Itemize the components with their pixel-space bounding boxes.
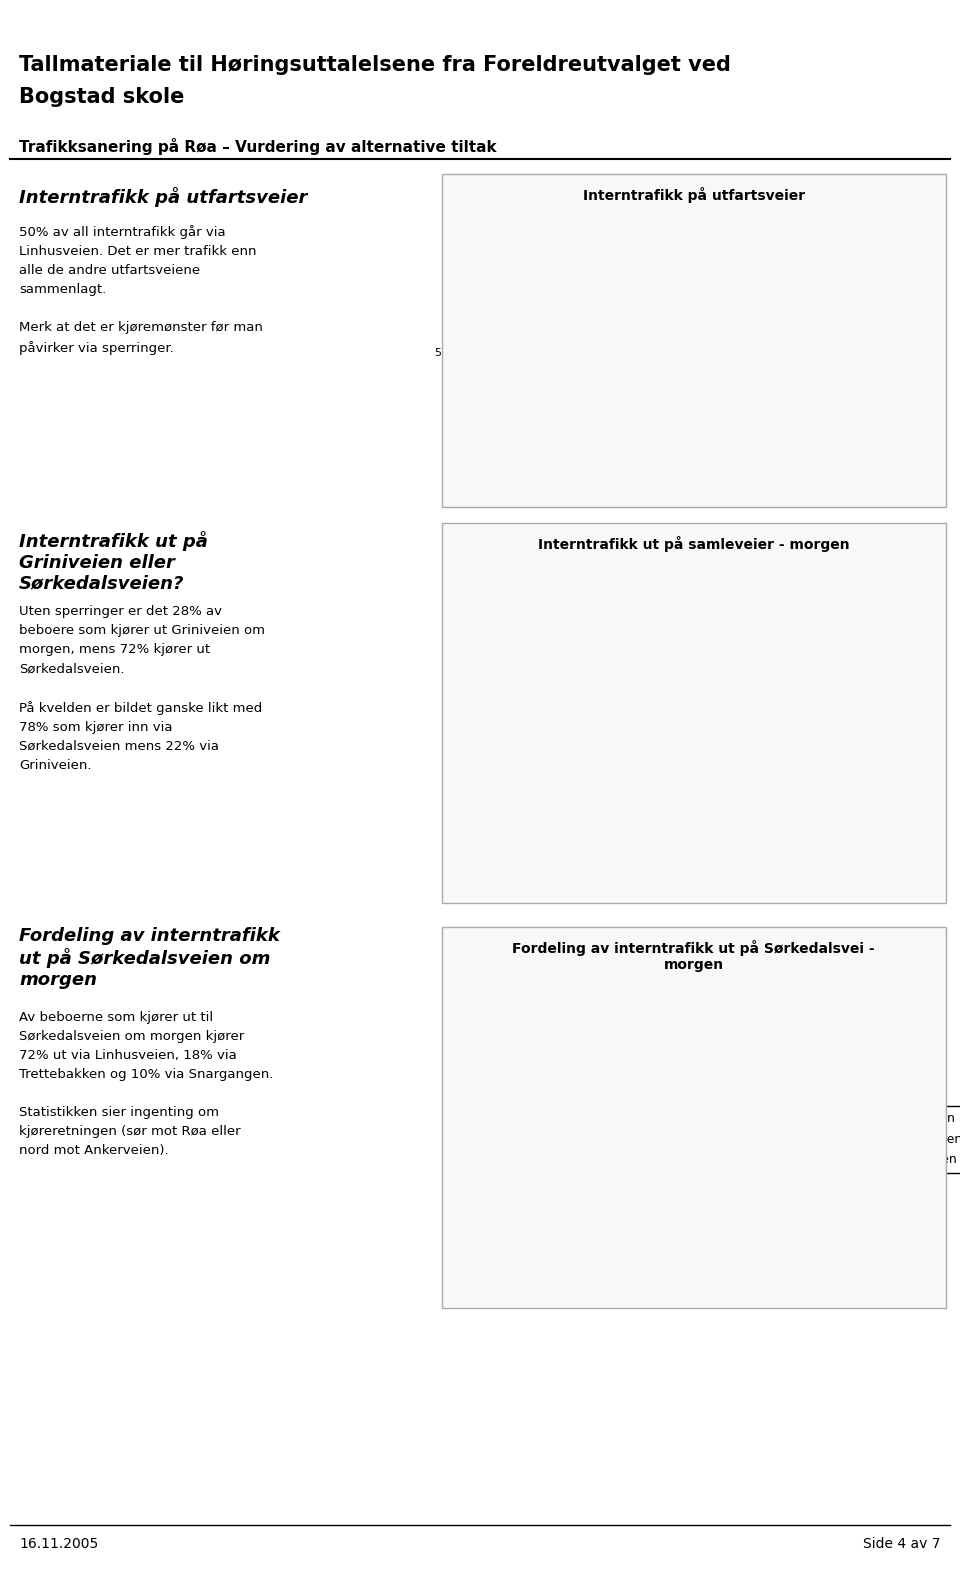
Wedge shape — [581, 349, 684, 415]
Wedge shape — [574, 594, 672, 712]
Wedge shape — [581, 349, 660, 452]
Text: Tallmateriale til Høringsuttalelsene fra Foreldreutvalget ved: Tallmateriale til Høringsuttalelsene fra… — [19, 55, 732, 76]
Text: Side 4 av 7: Side 4 av 7 — [863, 1537, 941, 1552]
Text: 5%: 5% — [600, 223, 617, 233]
Text: 10%: 10% — [576, 1032, 610, 1046]
Text: 10%: 10% — [699, 314, 724, 323]
Wedge shape — [557, 983, 634, 1113]
Legend: Linhusveien, Trettebakken, Snargangen: Linhusveien, Trettebakken, Snargangen — [850, 1106, 960, 1173]
Text: 50% av all interntrafikk går via
Linhusveien. Det er mer trafikk enn
alle de and: 50% av all interntrafikk går via Linhusv… — [19, 225, 263, 355]
Text: Fordeling av interntrafikk ut på Sørkedalsvei -
morgen: Fordeling av interntrafikk ut på Sørkeda… — [513, 940, 875, 972]
Wedge shape — [581, 293, 684, 355]
Text: Interntrafikk ut på
Griniveien eller
Sørkedalsveien?: Interntrafikk ut på Griniveien eller Sør… — [19, 531, 208, 593]
Text: 51%: 51% — [434, 347, 459, 358]
Text: Bogstad skole: Bogstad skole — [19, 87, 184, 108]
Wedge shape — [504, 1008, 634, 1138]
Text: Interntrafikk på utfartsveier: Interntrafikk på utfartsveier — [583, 187, 804, 203]
Text: 124, 28%: 124, 28% — [558, 651, 631, 666]
Text: 72%: 72% — [694, 1155, 727, 1170]
Text: 318, 72%: 318, 72% — [713, 721, 786, 735]
Legend: Ekraveien, Nordengveien, Bjerkebakken, Snargangen, Røatoppen, Trettebakken, Linh: Ekraveien, Nordengveien, Bjerkebakken, S… — [722, 273, 847, 417]
Text: 16.11.2005: 16.11.2005 — [19, 1537, 99, 1552]
Wedge shape — [477, 246, 588, 452]
Text: Interntrafikk ut på samleveier - morgen: Interntrafikk ut på samleveier - morgen — [538, 536, 850, 552]
Text: 18%: 18% — [528, 1078, 561, 1092]
Wedge shape — [581, 265, 668, 349]
Text: 10%: 10% — [694, 388, 719, 399]
Text: Uten sperringer er det 28% av
beboere som kjører ut Griniveien om
morgen, mens 7: Uten sperringer er det 28% av beboere so… — [19, 605, 265, 772]
Text: 6%: 6% — [670, 260, 687, 269]
Text: 13%: 13% — [636, 453, 661, 463]
Text: 5%: 5% — [636, 235, 654, 244]
Wedge shape — [575, 594, 770, 791]
Legend: Ut til Sørkedalsveien, Ut til Griniveien: Ut til Sørkedalsveien, Ut til Griniveien — [515, 838, 829, 864]
Wedge shape — [581, 246, 612, 349]
Text: Interntrafikk på utfartsveier: Interntrafikk på utfartsveier — [19, 187, 307, 208]
Text: Fordeling av interntrafikk
ut på Sørkedalsveien om
morgen: Fordeling av interntrafikk ut på Sørkeda… — [19, 927, 280, 989]
Wedge shape — [581, 250, 641, 349]
Text: Av beboerne som kjører ut til
Sørkedalsveien om morgen kjører
72% ut via Linhusv: Av beboerne som kjører ut til Sørkedalsv… — [19, 1011, 274, 1157]
Wedge shape — [506, 983, 763, 1243]
Text: Trafikksanering på Røa – Vurdering av alternative tiltak: Trafikksanering på Røa – Vurdering av al… — [19, 138, 497, 155]
